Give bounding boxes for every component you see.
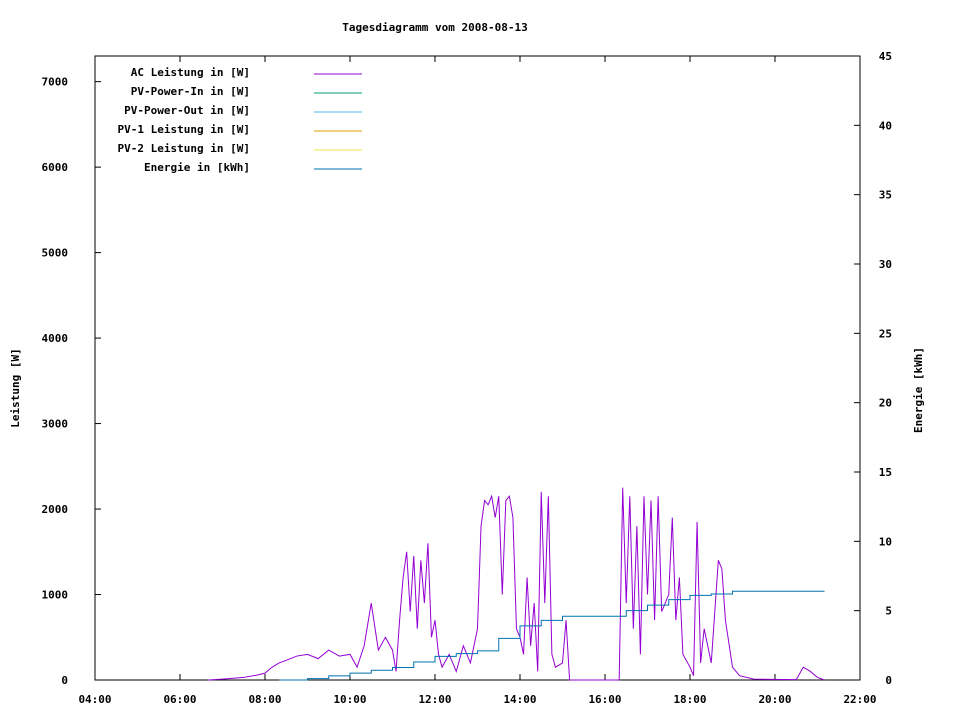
y-tick-label: 1000 [42, 589, 69, 602]
x-tick-label: 16:00 [588, 693, 621, 706]
y2-tick-label: 10 [879, 535, 892, 548]
y2-tick-label: 20 [879, 397, 892, 410]
chart-title: Tagesdiagramm vom 2008-08-13 [342, 21, 527, 34]
x-tick-label: 08:00 [248, 693, 281, 706]
x-tick-label: 20:00 [758, 693, 791, 706]
y-tick-label: 6000 [42, 161, 69, 174]
y2-tick-label: 15 [879, 466, 892, 479]
y-tick-label: 7000 [42, 76, 69, 89]
legend-label: PV-2 Leistung in [W] [118, 142, 250, 155]
y2-axis-label: Energie [kWh] [912, 347, 925, 433]
legend-label: PV-Power-Out in [W] [124, 104, 250, 117]
legend-label: Energie in [kWh] [144, 161, 250, 174]
legend-label: PV-Power-In in [W] [131, 85, 250, 98]
y-tick-label: 2000 [42, 503, 69, 516]
plot-frame [94, 55, 861, 681]
y-tick-label: 3000 [42, 418, 69, 431]
legend-label: PV-1 Leistung in [W] [118, 123, 250, 136]
series-line-0 [208, 487, 825, 681]
x-tick-label: 12:00 [418, 693, 451, 706]
y2-tick-label: 5 [885, 605, 892, 618]
x-tick-label: 10:00 [333, 693, 366, 706]
axis-ticks: 04:00 06:00 08:00 10:00 12:00 14:00 16:00 18:00… [42, 50, 893, 706]
y-axis-label: Leistung [W] [9, 348, 22, 427]
series-line-5 [279, 590, 825, 681]
y2-tick-label: 30 [879, 258, 892, 271]
legend: AC Leistung in [W] PV-Power-In in [W] PV-P… [118, 66, 362, 174]
y-tick-label: 0 [61, 674, 68, 687]
x-tick-label: 18:00 [673, 693, 706, 706]
y2-tick-label: 0 [885, 674, 892, 687]
x-tick-label: 06:00 [163, 693, 196, 706]
y-tick-label: 5000 [42, 247, 69, 260]
y2-tick-label: 40 [879, 119, 892, 132]
series-lines [208, 487, 825, 681]
x-tick-label: 22:00 [843, 693, 876, 706]
x-tick-label: 14:00 [503, 693, 536, 706]
x-tick-label: 04:00 [78, 693, 111, 706]
y-tick-label: 4000 [42, 332, 69, 345]
y2-tick-label: 45 [879, 50, 892, 63]
y2-tick-label: 35 [879, 189, 892, 202]
y2-tick-label: 25 [879, 327, 892, 340]
legend-label: AC Leistung in [W] [131, 66, 250, 79]
